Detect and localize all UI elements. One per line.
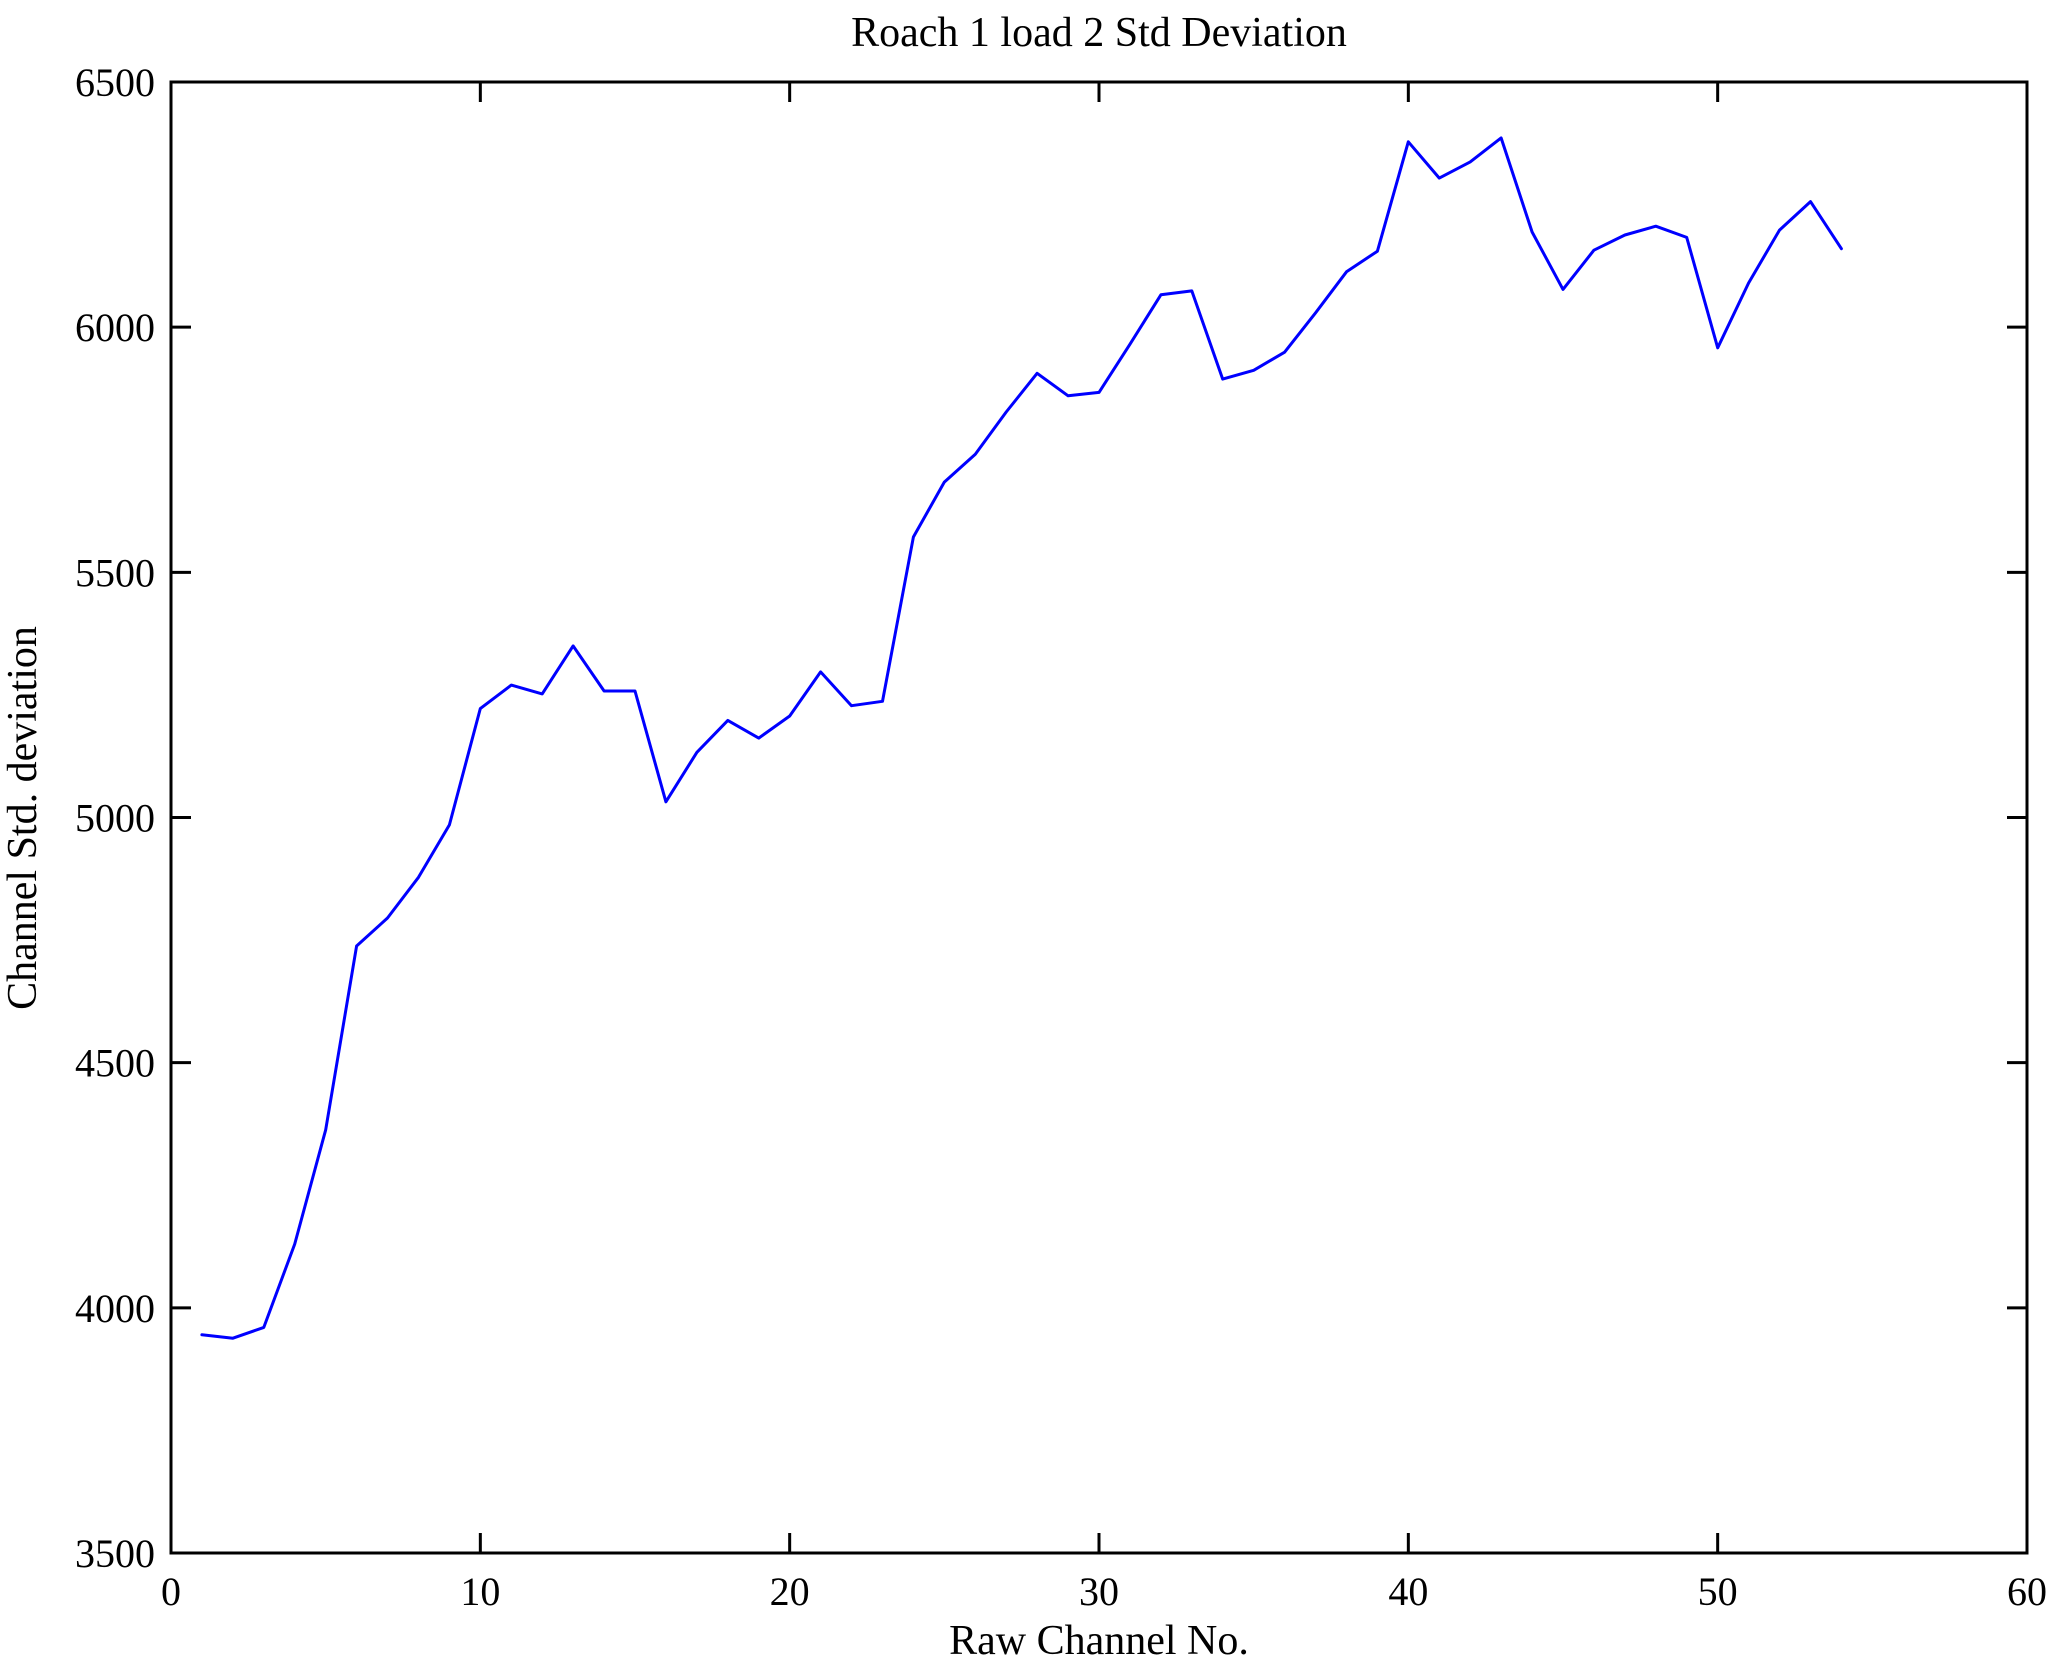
x-tick-label: 0 bbox=[161, 1569, 181, 1614]
y-tick-label: 6000 bbox=[75, 305, 155, 350]
y-tick-label: 6500 bbox=[75, 60, 155, 105]
x-tick-label: 60 bbox=[2007, 1569, 2047, 1614]
chart-title: Roach 1 load 2 Std Deviation bbox=[851, 10, 1347, 56]
y-tick-label: 3500 bbox=[75, 1531, 155, 1576]
data-line-series bbox=[200, 136, 1843, 1340]
y-tick-label: 5000 bbox=[75, 796, 155, 841]
x-tick-label: 20 bbox=[770, 1569, 810, 1614]
y-tick-label: 5500 bbox=[75, 550, 155, 595]
x-tick-label: 10 bbox=[460, 1569, 500, 1614]
x-tick-label: 50 bbox=[1698, 1569, 1738, 1614]
y-tick-label: 4500 bbox=[75, 1041, 155, 1086]
x-tick-label: 40 bbox=[1388, 1569, 1428, 1614]
x-tick-label: 30 bbox=[1079, 1569, 1119, 1614]
plot-area: 0 10 20 30 40 50 60 3500 4000 4500 5000 5500 6000 650… bbox=[75, 60, 2047, 1614]
y-tick-label: 4000 bbox=[75, 1286, 155, 1331]
y-axis-label: Channel Std. deviation bbox=[0, 626, 46, 1010]
x-axis-label: Raw Channel No. bbox=[949, 1618, 1249, 1664]
plot-box bbox=[169, 80, 2029, 1555]
